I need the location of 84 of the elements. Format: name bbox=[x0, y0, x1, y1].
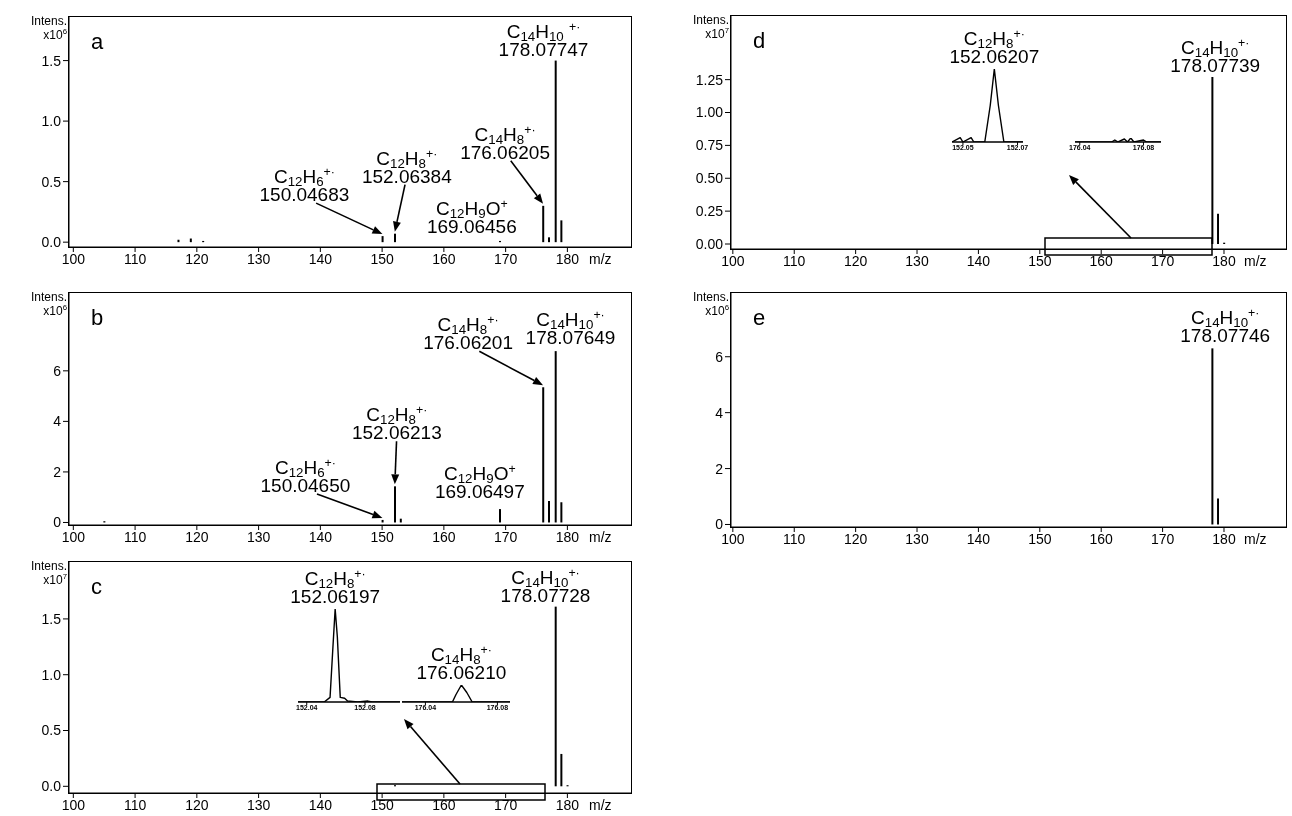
x-tick-label: 130 bbox=[246, 528, 271, 545]
y-axis-title: Intens. x10$^{6}$ bbox=[29, 290, 67, 318]
x-tick-label: 160 bbox=[432, 250, 456, 267]
text: b bbox=[91, 305, 104, 331]
x-tick-label: 140 bbox=[308, 796, 333, 813]
y-tick-label: 0.75 bbox=[695, 137, 724, 154]
y-tick-label: 4 bbox=[53, 413, 62, 430]
y-axis-title: Intens. x10$^{6}$ bbox=[691, 290, 729, 318]
y-tick-label: 1.25 bbox=[695, 71, 724, 88]
y-tick-label: 1.00 bbox=[695, 104, 724, 121]
y-tick-label: 0 bbox=[715, 516, 724, 533]
x-tick-label: 170 bbox=[493, 250, 518, 267]
x-tick-label: 140 bbox=[308, 528, 333, 545]
annotation: C$_{12}$H$_{9}$O$^{+}$ 169.06497 bbox=[434, 461, 525, 503]
x-axis-title: m/z bbox=[589, 529, 612, 545]
y-tick-label: 0.00 bbox=[695, 235, 724, 252]
x-tick-label: 180 bbox=[555, 796, 580, 813]
x-axis-title: m/z bbox=[1244, 531, 1267, 547]
x-tick-label: 130 bbox=[246, 250, 271, 267]
x-tick-label: 150 bbox=[1028, 530, 1052, 547]
y-tick-label: 1.5 bbox=[41, 52, 62, 69]
y-tick-label: 4 bbox=[715, 404, 724, 421]
x-tick-label: 160 bbox=[432, 528, 456, 545]
y-tick-label: 0.25 bbox=[695, 203, 724, 220]
y-tick-label: 1.5 bbox=[41, 610, 62, 627]
x-tick-label: 170 bbox=[1150, 530, 1175, 547]
y-tick-label: 1.0 bbox=[41, 113, 62, 130]
x-tick-label: 120 bbox=[843, 530, 868, 547]
y-tick-label: 0.0 bbox=[41, 778, 62, 795]
x-tick-label: 120 bbox=[185, 250, 209, 267]
x-tick-label: 150 bbox=[370, 528, 395, 545]
y-tick-label: 0 bbox=[53, 514, 62, 531]
x-tick-label: 160 bbox=[1089, 252, 1114, 269]
y-axis-title: Intens. x10$^{7}$ bbox=[691, 13, 729, 41]
y-tick-label: 0.0 bbox=[41, 234, 62, 251]
annotation: C$_{12}$H$_{9}$O$^{+}$ 169.06456 bbox=[426, 196, 517, 237]
y-tick-label: 6 bbox=[53, 362, 62, 379]
x-tick-label: 180 bbox=[1212, 252, 1236, 269]
x-tick-label: 150 bbox=[370, 796, 395, 813]
x-tick-label: 170 bbox=[493, 796, 518, 813]
text: d bbox=[753, 28, 766, 54]
x-tick-label: 140 bbox=[308, 250, 333, 267]
x-tick-label: 110 bbox=[123, 528, 147, 545]
x-tick-label: 130 bbox=[905, 252, 929, 269]
x-tick-label: 130 bbox=[246, 796, 271, 813]
x-tick-label: 150 bbox=[1028, 252, 1052, 269]
x-tick-label: 140 bbox=[966, 252, 991, 269]
x-tick-label: 180 bbox=[1212, 530, 1236, 547]
y-tick-label: 0.50 bbox=[695, 170, 724, 187]
y-tick-label: 2 bbox=[715, 460, 724, 477]
x-axis-title: m/z bbox=[589, 797, 612, 813]
y-tick-label: 1.0 bbox=[41, 666, 62, 683]
x-tick-label: 170 bbox=[493, 528, 518, 545]
text: e bbox=[753, 305, 766, 331]
x-tick-label: 100 bbox=[721, 530, 745, 547]
x-tick-label: 100 bbox=[61, 796, 86, 813]
x-tick-label: 100 bbox=[61, 528, 86, 545]
x-tick-label: 110 bbox=[123, 250, 147, 267]
x-tick-label: 110 bbox=[783, 252, 806, 269]
x-tick-label: 110 bbox=[123, 796, 147, 813]
x-tick-label: 160 bbox=[1089, 530, 1114, 547]
y-axis-title: Intens. x10$^{7}$ bbox=[29, 559, 67, 587]
x-tick-label: 180 bbox=[555, 528, 580, 545]
y-tick-label: 0.5 bbox=[41, 722, 62, 739]
x-tick-label: 160 bbox=[432, 796, 456, 813]
y-tick-label: 0.5 bbox=[41, 173, 62, 190]
y-tick-label: 2 bbox=[53, 463, 62, 480]
x-tick-label: 110 bbox=[783, 530, 806, 547]
x-tick-label: 130 bbox=[905, 530, 929, 547]
x-tick-label: 180 bbox=[555, 250, 580, 267]
x-tick-label: 120 bbox=[185, 796, 209, 813]
x-tick-label: 100 bbox=[61, 250, 86, 267]
x-tick-label: 150 bbox=[370, 250, 395, 267]
text: a bbox=[91, 29, 104, 55]
x-tick-label: 120 bbox=[185, 528, 209, 545]
x-tick-label: 170 bbox=[1150, 252, 1175, 269]
x-tick-label: 140 bbox=[966, 530, 991, 547]
y-axis-title: Intens. x10$^{6}$ bbox=[29, 14, 67, 42]
y-tick-label: 6 bbox=[715, 348, 724, 365]
x-tick-label: 120 bbox=[843, 252, 868, 269]
text: c bbox=[91, 574, 102, 600]
x-tick-label: 100 bbox=[721, 252, 745, 269]
x-axis-title: m/z bbox=[1244, 253, 1267, 269]
x-axis-title: m/z bbox=[589, 251, 612, 267]
